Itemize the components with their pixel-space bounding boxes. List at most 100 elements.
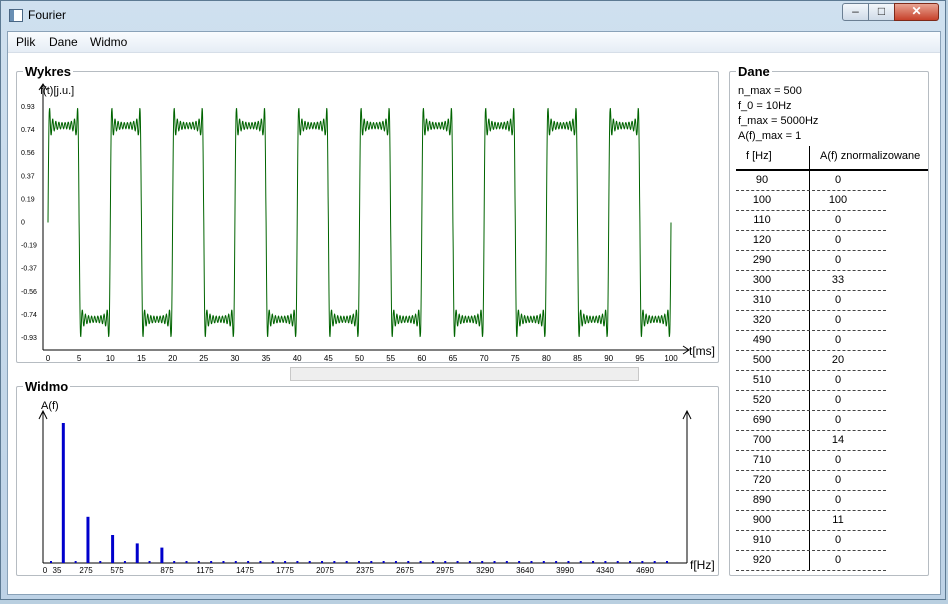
- widmo-baseline-point: [345, 561, 348, 563]
- cell-amplitude: 33: [831, 274, 845, 286]
- row-separator: [736, 190, 886, 191]
- widmo-x-tick-label: 3990: [556, 566, 574, 575]
- table-row[interactable]: 310 0: [732, 291, 928, 311]
- widmo-x-tick-label: 275: [79, 566, 93, 575]
- menu-widmo[interactable]: Widmo: [90, 35, 128, 49]
- client-area: Plik Dane Widmo Wykres f(t)[j.u.] t[ms] …: [7, 31, 941, 595]
- table-row[interactable]: 890 0: [732, 491, 928, 511]
- table-row[interactable]: 720 0: [732, 471, 928, 491]
- close-button[interactable]: ✕: [894, 3, 939, 21]
- col-header-f[interactable]: f [Hz]: [746, 150, 772, 162]
- row-separator: [736, 210, 886, 211]
- table-row[interactable]: 520 0: [732, 391, 928, 411]
- widmo-xlabel: f[Hz]: [690, 558, 715, 572]
- table-row[interactable]: 710 0: [732, 451, 928, 471]
- widmo-baseline-point: [629, 561, 632, 563]
- wykres-x-tick-label: 60: [417, 354, 426, 362]
- table-row[interactable]: 320 0: [732, 311, 928, 331]
- row-separator: [736, 570, 886, 571]
- wykres-y-tick-label: -0.56: [21, 289, 37, 296]
- table-row[interactable]: 300 33: [732, 271, 928, 291]
- widmo-x-tick-label: 1775: [276, 566, 294, 575]
- table-row[interactable]: 500 20: [732, 351, 928, 371]
- col-header-a[interactable]: A(f) znormalizowane: [820, 150, 921, 162]
- wykres-signal-line: [47, 107, 672, 338]
- row-separator: [736, 310, 886, 311]
- widmo-baseline-point: [518, 561, 521, 563]
- widmo-bar: [135, 543, 139, 563]
- row-separator: [736, 550, 886, 551]
- cell-amplitude: 0: [834, 374, 842, 386]
- table-row[interactable]: 700 14: [732, 431, 928, 451]
- cell-frequency: 490: [752, 334, 772, 346]
- wykres-x-tick-label: 75: [511, 354, 520, 362]
- widmo-baseline-point: [321, 561, 324, 563]
- widmo-x-tick-label: 2975: [436, 566, 454, 575]
- table-row[interactable]: 100 100: [732, 191, 928, 211]
- horizontal-scrollbar[interactable]: [290, 367, 639, 381]
- widmo-baseline-point: [481, 561, 484, 563]
- cell-amplitude: 0: [834, 234, 842, 246]
- widmo-x-tick-label: 35: [53, 566, 62, 575]
- table-row[interactable]: 900 11: [732, 511, 928, 531]
- widmo-x-tick-label: 575: [110, 566, 124, 575]
- row-separator: [736, 470, 886, 471]
- widmo-title: Widmo: [23, 379, 71, 394]
- widmo-x-tick-label: 4690: [636, 566, 654, 575]
- wykres-y-tick-label: -0.74: [21, 312, 37, 319]
- row-separator: [736, 290, 886, 291]
- wykres-y-tick-label: -0.93: [21, 335, 37, 342]
- widmo-x-tick-label: 0: [43, 566, 48, 575]
- widmo-baseline-point: [542, 561, 545, 563]
- cell-frequency: 100: [752, 194, 772, 206]
- maximize-button[interactable]: □: [868, 3, 895, 21]
- row-separator: [736, 330, 886, 331]
- widmo-baseline-point: [456, 561, 459, 563]
- wykres-x-tick-label: 45: [324, 354, 333, 362]
- wykres-y-tick-label: 0.19: [21, 196, 35, 203]
- wykres-y-tick-label: 0.56: [21, 150, 35, 157]
- table-row[interactable]: 290 0: [732, 251, 928, 271]
- wykres-x-tick-label: 10: [106, 354, 115, 362]
- table-row[interactable]: 90 0: [732, 171, 928, 191]
- widmo-baseline-point: [185, 561, 188, 563]
- cell-frequency: 300: [752, 274, 772, 286]
- cell-frequency: 910: [752, 534, 772, 546]
- widmo-baseline-point: [653, 561, 656, 563]
- title-bar[interactable]: Fourier – □ ✕: [1, 1, 947, 31]
- cell-frequency: 720: [752, 474, 772, 486]
- table-row[interactable]: 490 0: [732, 331, 928, 351]
- widmo-baseline-point: [592, 561, 595, 563]
- wykres-group: Wykres f(t)[j.u.] t[ms] 0.93 0.74 0.56 0.37…: [16, 64, 719, 363]
- cell-frequency: 890: [752, 494, 772, 506]
- row-separator: [736, 490, 886, 491]
- table-row[interactable]: 510 0: [732, 371, 928, 391]
- widmo-baseline-point: [444, 561, 447, 563]
- widmo-x-tick-label: 2375: [356, 566, 374, 575]
- cell-frequency: 90: [755, 174, 769, 186]
- table-row[interactable]: 910 0: [732, 531, 928, 551]
- table-row[interactable]: 110 0: [732, 211, 928, 231]
- dane-group: Dane n_max = 500 f_0 = 10Hz f_max = 5000…: [729, 64, 929, 576]
- cell-frequency: 900: [752, 514, 772, 526]
- table-row[interactable]: 920 0: [732, 551, 928, 571]
- cell-amplitude: 11: [832, 514, 844, 526]
- menu-dane[interactable]: Dane: [49, 35, 78, 49]
- wykres-x-tick-label: 95: [635, 354, 644, 362]
- widmo-baseline-point: [419, 561, 422, 563]
- widmo-baseline-point: [431, 561, 434, 563]
- header-separator: [736, 169, 928, 171]
- widmo-baseline-point: [234, 561, 237, 563]
- cell-frequency: 500: [752, 354, 772, 366]
- table-row[interactable]: 120 0: [732, 231, 928, 251]
- param-n-max: n_max = 500: [738, 85, 802, 97]
- widmo-baseline-point: [284, 561, 287, 563]
- menu-plik[interactable]: Plik: [16, 35, 36, 49]
- widmo-bar: [111, 535, 115, 563]
- widmo-baseline-point: [530, 561, 533, 563]
- table-row[interactable]: 690 0: [732, 411, 928, 431]
- cell-frequency: 120: [752, 234, 772, 246]
- widmo-baseline-point: [407, 561, 410, 563]
- minimize-button[interactable]: –: [842, 3, 869, 21]
